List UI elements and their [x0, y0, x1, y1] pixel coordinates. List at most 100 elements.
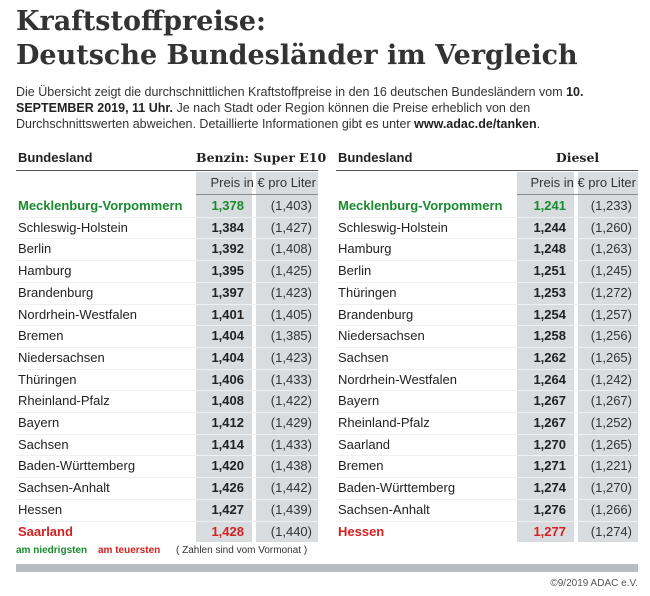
row-rule — [16, 433, 318, 435]
state-name: Sachsen — [18, 436, 69, 452]
row-rule — [16, 412, 318, 413]
price: 1,401 — [211, 306, 244, 322]
previous-price: (1,272) — [590, 284, 632, 300]
row-rule — [336, 520, 638, 522]
state-name: Saarland — [338, 436, 391, 452]
previous-price: (1,260) — [590, 219, 632, 235]
price: 1,412 — [211, 415, 244, 430]
price: 1,408 — [211, 393, 244, 409]
header-rule — [336, 170, 638, 171]
row-rule — [336, 281, 638, 283]
intro-text: 10. SEPTEMBER 2019, 11 Uhr. — [16, 85, 584, 115]
state-name: Niedersachsen — [338, 328, 425, 344]
footer: ©9/2019 ADAC e.V. — [550, 578, 638, 589]
row-rule — [16, 390, 318, 392]
row-rule — [16, 346, 318, 348]
state-name: Thüringen — [338, 284, 397, 300]
row-rule — [16, 216, 318, 218]
state-name: Berlin — [338, 263, 372, 279]
state-name: Brandenburg — [338, 306, 414, 322]
row-rule — [16, 520, 318, 522]
column-header: Diesel — [555, 150, 600, 165]
price: 1,271 — [533, 458, 566, 474]
previous-price: (1,221) — [590, 458, 632, 474]
price: 1,392 — [211, 241, 244, 257]
row-rule — [336, 260, 638, 262]
column-header: Bundesland — [18, 150, 93, 165]
column-shade — [517, 172, 574, 543]
state-name: Bayern — [338, 393, 380, 409]
previous-price: (1,433) — [270, 436, 312, 452]
row-rule — [16, 368, 318, 370]
row-rule — [336, 390, 638, 392]
row-rule — [16, 498, 318, 500]
state-name: Bayern — [18, 415, 60, 430]
state-name: Hessen — [18, 501, 63, 517]
row-rule — [336, 238, 638, 240]
unit-rule — [196, 194, 318, 195]
column-header: Benzin: Super E10 — [196, 150, 327, 165]
price: 1,428 — [211, 523, 244, 539]
state-name: Berlin — [18, 241, 52, 257]
price: 1,420 — [211, 458, 244, 474]
previous-price: (1,427) — [270, 219, 312, 235]
previous-price: (1,425) — [270, 263, 312, 279]
previous-price: (1,256) — [590, 328, 632, 344]
previous-price: (1,438) — [270, 458, 312, 474]
column-shade — [578, 172, 638, 543]
state-name: Sachsen-Anhalt — [18, 480, 110, 496]
price: 1,414 — [211, 436, 244, 452]
price: 1,270 — [533, 436, 566, 452]
column-shade — [196, 172, 252, 543]
title-line: Deutsche Bundesländer im Vergleich — [16, 40, 578, 71]
price: 1,244 — [533, 219, 566, 235]
row-rule — [16, 238, 318, 240]
previous-price: (1,422) — [270, 393, 312, 409]
legend-highest: am teuersten — [98, 545, 161, 556]
unit-label: Preis in € pro Liter — [530, 175, 637, 190]
price: 1,426 — [211, 480, 244, 496]
state-name: Bremen — [338, 458, 384, 474]
state-name: Nordrhein-Westfalen — [18, 306, 137, 322]
price: 1,267 — [533, 415, 566, 430]
state-name: Nordrhein-Westfalen — [338, 371, 457, 387]
state-name: Baden-Württemberg — [338, 480, 456, 496]
previous-price: (1,423) — [270, 284, 312, 300]
title-line: Kraftstoffpreise: — [16, 6, 267, 37]
price: 1,384 — [211, 219, 244, 235]
state-name: Rheinland-Pfalz — [18, 393, 110, 409]
intro-text: www.adac.de/tanken — [414, 117, 537, 131]
row-rule — [336, 325, 638, 327]
state-name: Niedersachsen — [18, 349, 105, 365]
state-name: Hamburg — [18, 263, 72, 279]
price: 1,404 — [211, 349, 244, 365]
row-rule — [336, 412, 638, 413]
price: 1,395 — [211, 263, 244, 279]
price: 1,262 — [533, 349, 566, 365]
previous-price: (1,265) — [590, 349, 632, 365]
price: 1,277 — [533, 523, 566, 539]
unit-label: Preis in € pro Liter — [210, 175, 317, 190]
state-name: Rheinland-Pfalz — [338, 415, 430, 430]
row-rule — [336, 346, 638, 348]
row-rule — [336, 498, 638, 500]
state-name: Hessen — [338, 523, 385, 539]
intro-text: . — [536, 117, 541, 131]
legend-lowest: am niedrigsten — [16, 545, 88, 556]
column-shade — [256, 172, 318, 543]
intro-text: Je nach Stadt oder Region können die Pre… — [16, 101, 531, 131]
price: 1,276 — [533, 501, 566, 517]
state-name: Hamburg — [338, 241, 392, 257]
previous-price: (1,274) — [590, 523, 632, 539]
state-name: Baden-Württemberg — [18, 458, 136, 474]
price: 1,248 — [533, 241, 566, 257]
previous-price: (1,440) — [270, 523, 312, 539]
previous-price: (1,433) — [270, 371, 312, 387]
price: 1,267 — [533, 393, 566, 409]
previous-price: (1,233) — [590, 198, 632, 213]
row-rule — [336, 216, 638, 218]
price: 1,274 — [533, 480, 566, 496]
price: 1,404 — [211, 328, 244, 344]
row-rule — [336, 368, 638, 370]
price: 1,254 — [533, 306, 566, 322]
